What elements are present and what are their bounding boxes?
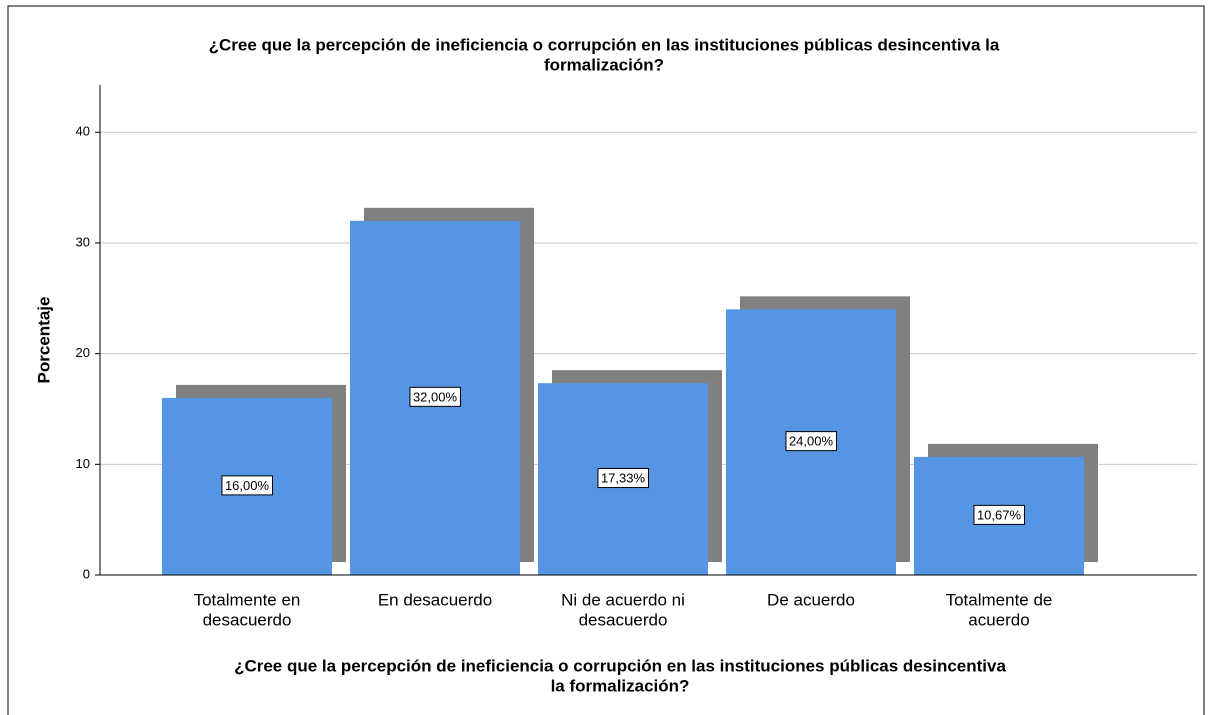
value-label-box <box>221 475 273 496</box>
x-axis-label-line: la formalización? <box>551 676 690 695</box>
y-axis-label: Porcentaje <box>34 297 53 384</box>
value-label: 24,00% <box>789 434 834 449</box>
x-tick-label: Totalmente en <box>194 590 301 609</box>
value-label: 16,00% <box>225 478 270 493</box>
chart-title-line: formalización? <box>544 55 664 74</box>
x-tick-label: Ni de acuerdo ni <box>561 590 685 609</box>
x-tick-label: De acuerdo <box>767 590 855 609</box>
value-label: 10,67% <box>977 507 1022 522</box>
y-tick-label: 10 <box>76 456 90 471</box>
y-tick-label: 20 <box>76 345 90 360</box>
value-label-box <box>597 468 649 489</box>
x-tick-label: desacuerdo <box>579 610 668 629</box>
value-label: 17,33% <box>601 471 646 486</box>
x-axis-label-line: ¿Cree que la percepción de ineficiencia … <box>234 656 1006 675</box>
x-tick-label: desacuerdo <box>203 610 292 629</box>
x-tick-label: En desacuerdo <box>378 590 492 609</box>
y-tick-label: 30 <box>76 234 90 249</box>
value-label-box <box>973 504 1025 525</box>
y-tick-label: 40 <box>76 124 90 139</box>
value-label-box <box>785 431 837 452</box>
chart-title-line: ¿Cree que la percepción de ineficiencia … <box>209 35 1000 54</box>
value-label: 32,00% <box>413 389 458 404</box>
frame <box>7 5 1205 715</box>
x-tick-label: Totalmente de <box>946 590 1053 609</box>
value-label-box <box>409 386 461 407</box>
x-tick-label: acuerdo <box>968 610 1029 629</box>
y-tick-label: 0 <box>83 566 90 581</box>
